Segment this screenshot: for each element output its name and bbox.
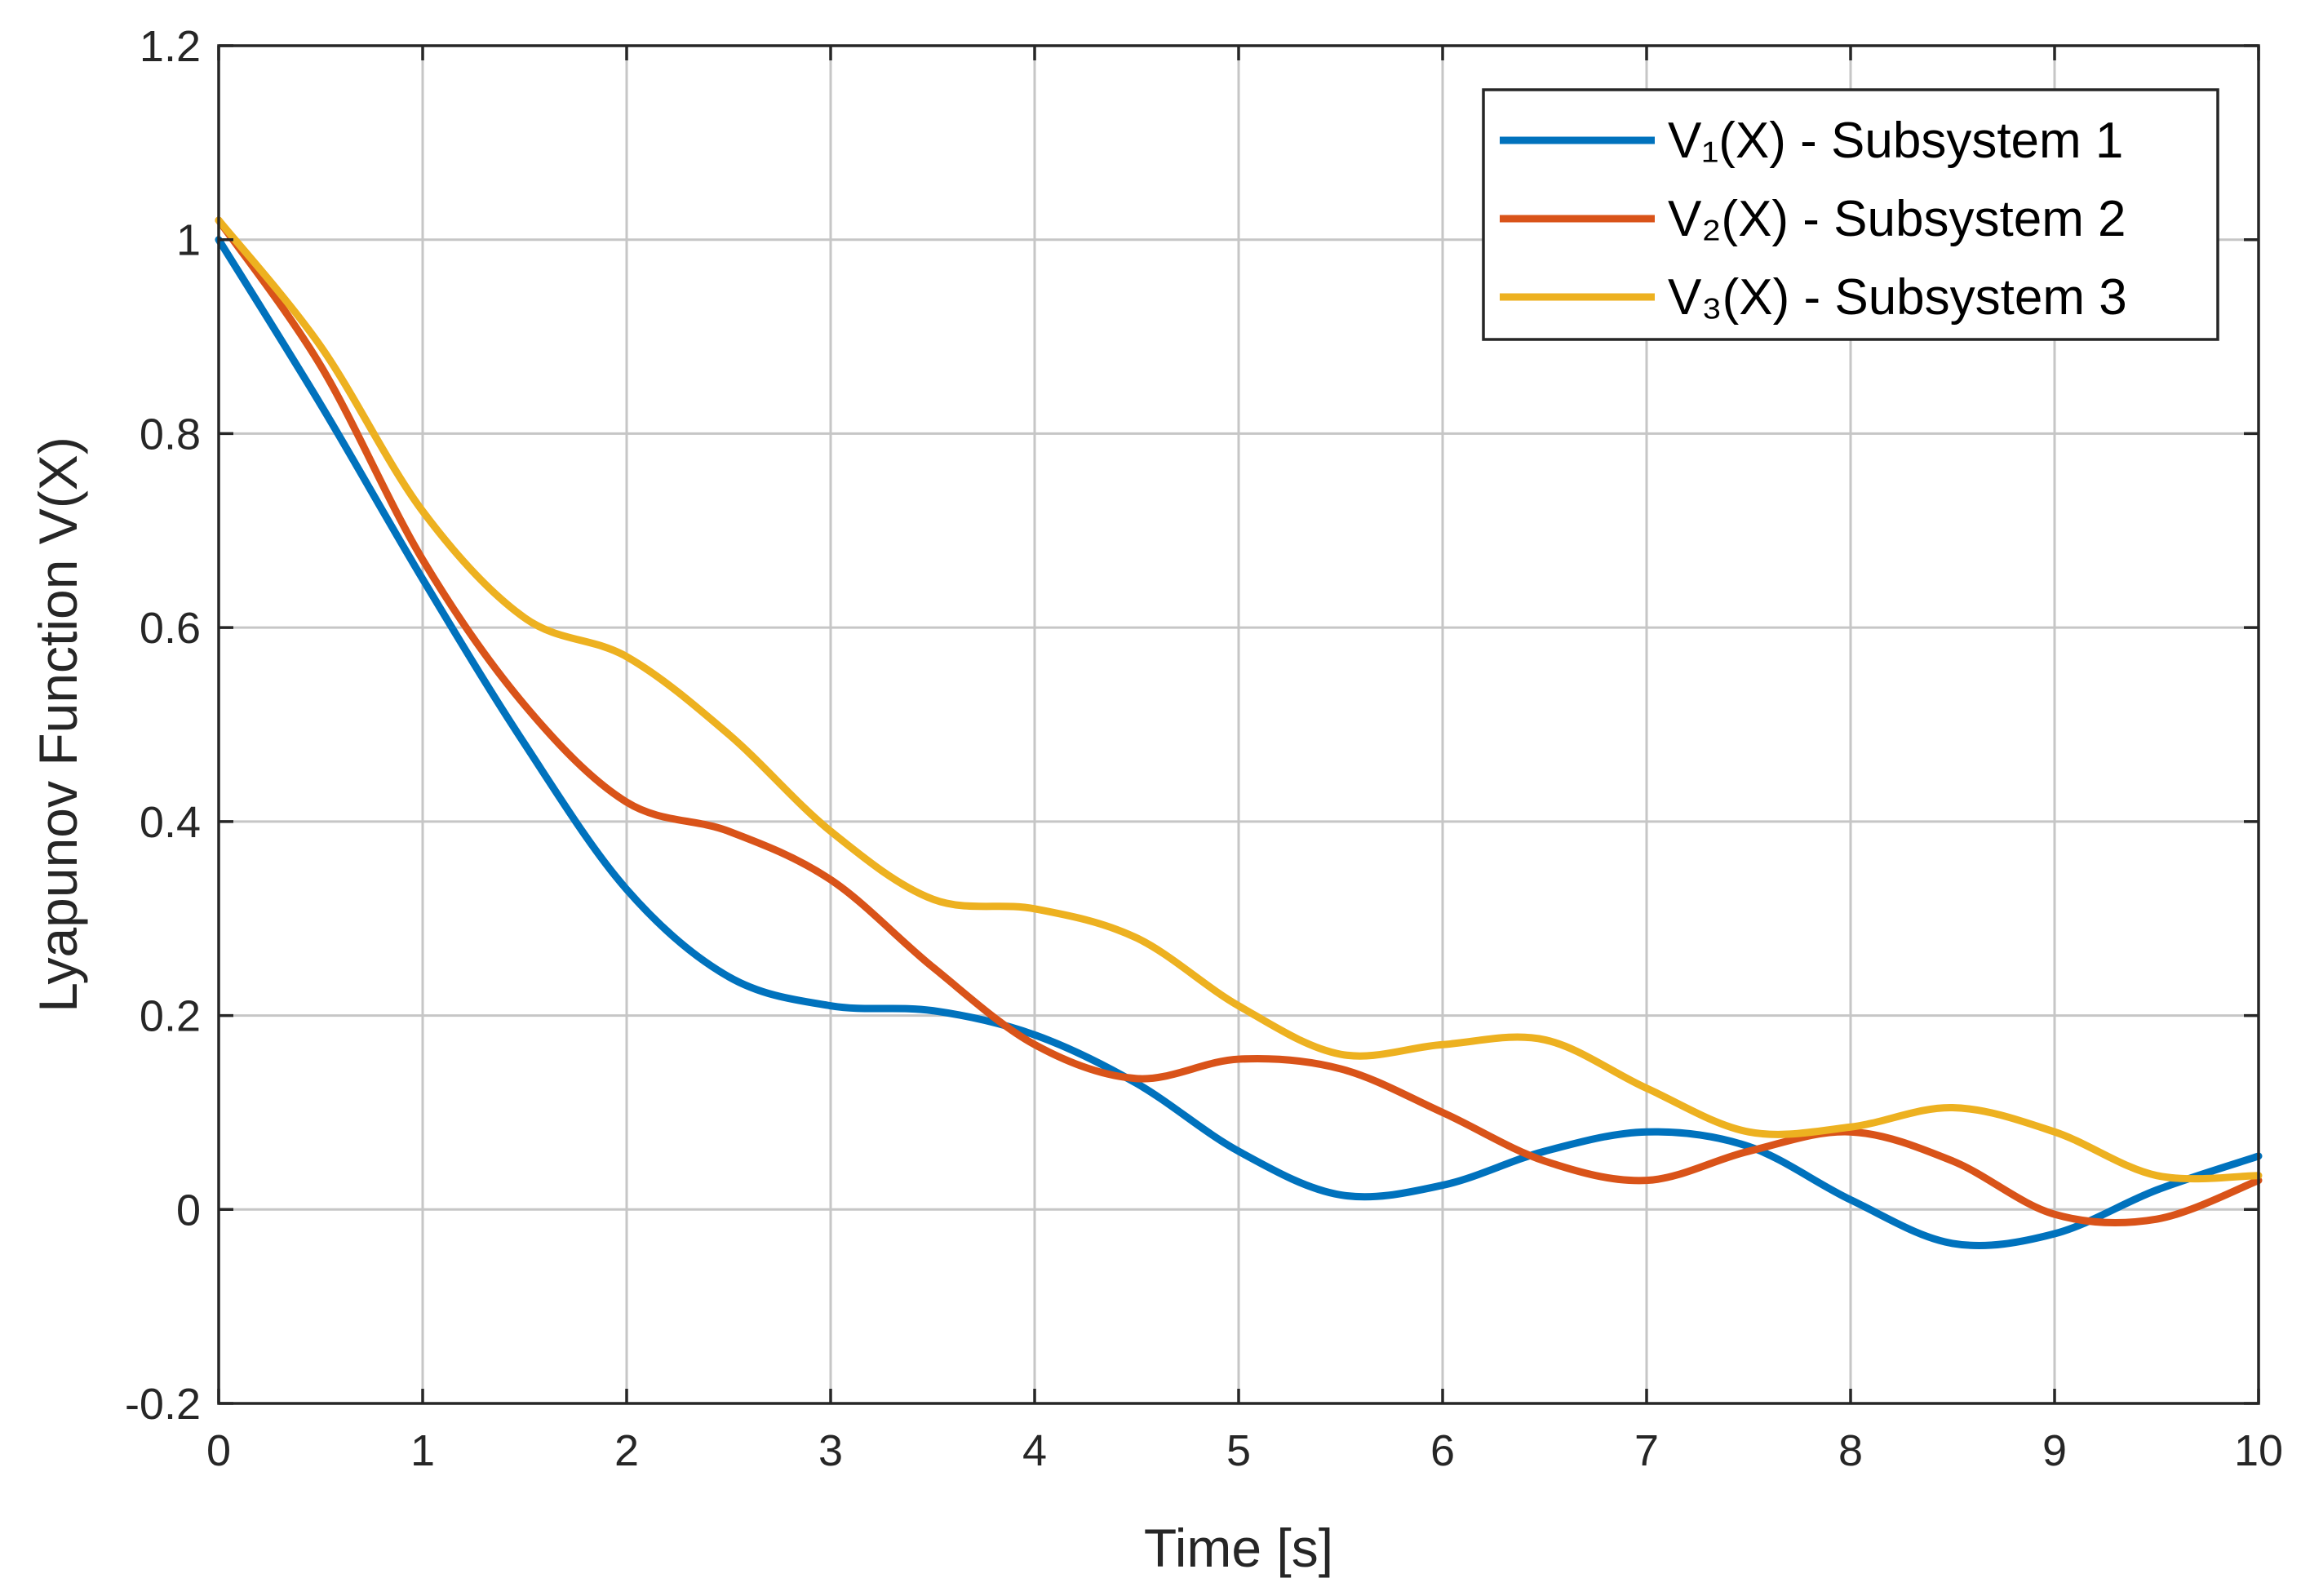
x-tick-label: 7 — [1634, 1426, 1659, 1475]
y-tick-label: 0.8 — [140, 410, 201, 459]
x-tick-label: 3 — [818, 1426, 843, 1475]
x-tick-label: 5 — [1226, 1426, 1251, 1475]
x-tick-label: 6 — [1430, 1426, 1455, 1475]
x-tick-label: 1 — [410, 1426, 435, 1475]
y-tick-label: -0.2 — [125, 1380, 201, 1429]
legend-entries: V₁(X) - Subsystem 1 V₂(X) - Subsystem 2 V₃… — [1500, 113, 2127, 326]
y-axis-title: Lyapunov Function V(X) — [28, 437, 88, 1013]
legend-label-3: V₃(X) - Subsystem 3 — [1668, 269, 2127, 326]
legend: V₁(X) - Subsystem 1 V₂(X) - Subsystem 2 V₃… — [1482, 88, 2219, 341]
y-tick-labels: -0.2 0 0.2 0.4 0.6 0.8 1 1.2 — [125, 22, 201, 1429]
x-tick-label: 0 — [206, 1426, 231, 1475]
tick-marks — [217, 44, 2260, 1405]
x-axis-title: Time [s] — [1144, 1518, 1333, 1578]
y-tick-label: 0.4 — [140, 798, 201, 847]
y-tick-label: 0.6 — [140, 604, 201, 653]
y-tick-label: 0 — [176, 1186, 201, 1235]
legend-label-2: V₂(X) - Subsystem 2 — [1668, 191, 2126, 247]
x-tick-label: 9 — [2042, 1426, 2067, 1475]
y-tick-label: 0.2 — [140, 992, 201, 1041]
series-line-1 — [215, 236, 2263, 1249]
series-lines — [215, 216, 2263, 1249]
x-tick-label: 4 — [1022, 1426, 1047, 1475]
x-tick-label: 8 — [1838, 1426, 1863, 1475]
series-line-2 — [215, 216, 2263, 1226]
x-tick-label: 2 — [614, 1426, 639, 1475]
series-line-3 — [215, 216, 2263, 1183]
x-tick-label: 10 — [2234, 1426, 2283, 1475]
y-tick-label: 1 — [176, 216, 201, 265]
legend-label-1: V₁(X) - Subsystem 1 — [1668, 113, 2123, 169]
x-tick-labels: 0 1 2 3 4 5 6 7 8 9 10 — [206, 1426, 2283, 1475]
y-tick-label: 1.2 — [140, 22, 201, 71]
